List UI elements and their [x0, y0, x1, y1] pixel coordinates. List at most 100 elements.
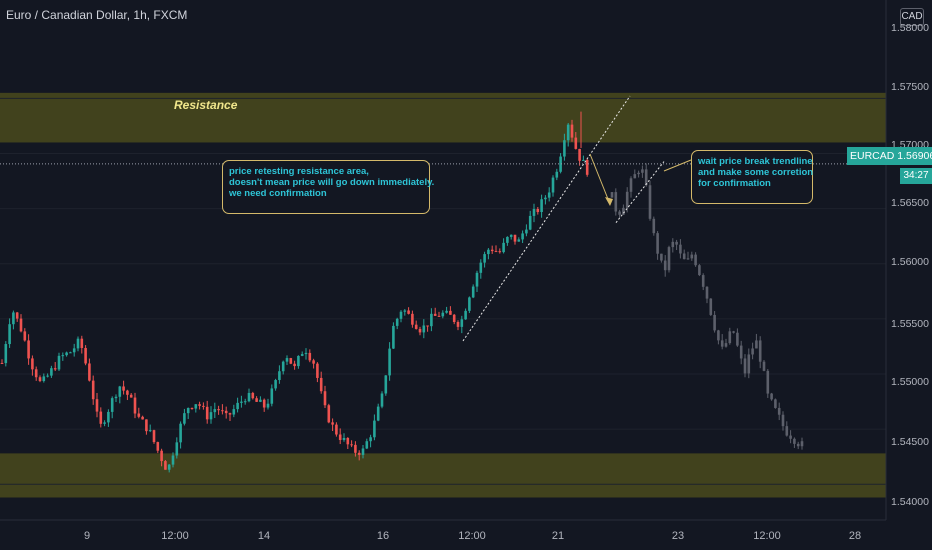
projection-candle — [751, 348, 754, 355]
candle-bear — [84, 347, 87, 364]
time-tick: 12:00 — [161, 530, 189, 542]
resistance-label[interactable]: Resistance — [174, 98, 238, 112]
projection-candle — [758, 340, 762, 362]
last-price-tag: EURCAD 1.56906 — [847, 147, 932, 165]
candle-bull — [4, 344, 8, 364]
candle-bull — [232, 409, 236, 415]
candle-bull — [430, 313, 433, 327]
symbol-title[interactable]: Euro / Canadian Dollar, 1h, FXCM — [6, 8, 188, 22]
candle-bull — [399, 311, 403, 319]
price-tick: 1.54000 — [891, 496, 929, 508]
candle-bear — [319, 377, 323, 392]
callout-line: for confirmation — [698, 178, 771, 189]
callout-line: and make some corretion — [698, 167, 814, 178]
candle-bull — [380, 393, 384, 407]
candle-bear — [53, 368, 57, 370]
candle-bull — [384, 375, 388, 394]
candle-bear — [190, 407, 194, 409]
candle-bull — [110, 398, 114, 412]
candle-bull — [281, 361, 285, 372]
candle-bull — [194, 404, 198, 409]
candle-bear — [418, 328, 422, 333]
candle-bull — [525, 229, 528, 234]
candle-bull — [547, 192, 551, 198]
candle-bull — [365, 441, 369, 449]
projected-trendline — [615, 161, 665, 223]
candle-bear — [99, 411, 103, 424]
candle-bear — [449, 310, 452, 315]
candle-bull — [566, 124, 570, 141]
projection-candle — [644, 169, 648, 186]
candle-bear — [251, 392, 255, 399]
callout-right[interactable]: wait price break trendline and make some… — [691, 150, 813, 204]
candle-bear — [494, 251, 498, 253]
candle-bull — [376, 406, 380, 421]
candle-bear — [228, 413, 232, 415]
candle-bull — [236, 402, 239, 410]
projection-candle — [614, 192, 618, 212]
time-tick: 12:00 — [458, 530, 486, 542]
candle-bear — [137, 413, 141, 417]
candle-bull — [460, 319, 464, 327]
projection-candle — [724, 343, 728, 347]
candle-bear — [536, 209, 540, 213]
currency-button[interactable]: CAD — [900, 8, 924, 26]
candle-bull — [8, 324, 11, 345]
candle-bear — [160, 450, 163, 462]
projection-candle — [770, 393, 773, 400]
candle-bull — [563, 140, 566, 157]
candle-bull — [114, 396, 118, 399]
projection-candle — [641, 169, 644, 173]
candle-bull — [468, 297, 471, 311]
candle-bear — [433, 313, 437, 316]
candle-bear — [407, 310, 410, 314]
candle-bear — [141, 416, 144, 420]
candle-bull — [422, 325, 426, 333]
candle-bear — [411, 313, 414, 325]
candle-bear — [156, 442, 160, 451]
projection-candle — [610, 192, 614, 198]
callout-line: wait price break trendline — [698, 156, 813, 167]
candle-bull — [395, 318, 399, 326]
candle-bull — [148, 430, 152, 432]
candle-bull — [50, 368, 53, 376]
candle-bear — [513, 234, 517, 242]
candle-bull — [403, 310, 407, 312]
candle-bull — [361, 448, 365, 455]
candle-bear — [585, 159, 589, 175]
projection-candle — [720, 340, 724, 347]
candle-bear — [308, 352, 312, 361]
callout-connector — [663, 159, 692, 172]
projection-candle — [625, 191, 629, 208]
candle-bear — [498, 251, 502, 253]
candle-bear — [129, 394, 133, 398]
callout-left[interactable]: price retesting resistance area, doesn't… — [222, 160, 434, 214]
projection-candle — [736, 332, 739, 346]
candle-bear — [91, 380, 95, 400]
projection-candle — [774, 399, 777, 408]
projection-candle — [728, 331, 732, 344]
callout-line: price retesting resistance area, — [229, 166, 369, 177]
candle-bear — [88, 363, 91, 381]
price-tick: 1.55500 — [891, 318, 929, 330]
last-price-symbol: EURCAD — [850, 150, 895, 162]
projection-candle — [739, 345, 743, 359]
candle-bull — [240, 401, 243, 403]
projection-candle — [766, 370, 770, 394]
candle-bull — [103, 422, 106, 424]
projection-candle — [675, 241, 678, 245]
candle-bull — [445, 310, 448, 313]
projection-candle — [694, 254, 697, 266]
candle-bull — [65, 352, 68, 356]
projection-candle — [637, 172, 640, 175]
candle-bear — [316, 363, 319, 378]
candle-bull — [213, 409, 217, 413]
candle-bear — [80, 338, 84, 348]
candle-bull — [61, 355, 65, 357]
candle-bull — [266, 403, 270, 408]
candle-bear — [202, 405, 205, 407]
grid-layer — [0, 97, 886, 485]
time-tick: 16 — [376, 530, 390, 542]
projection-candle — [690, 254, 694, 259]
